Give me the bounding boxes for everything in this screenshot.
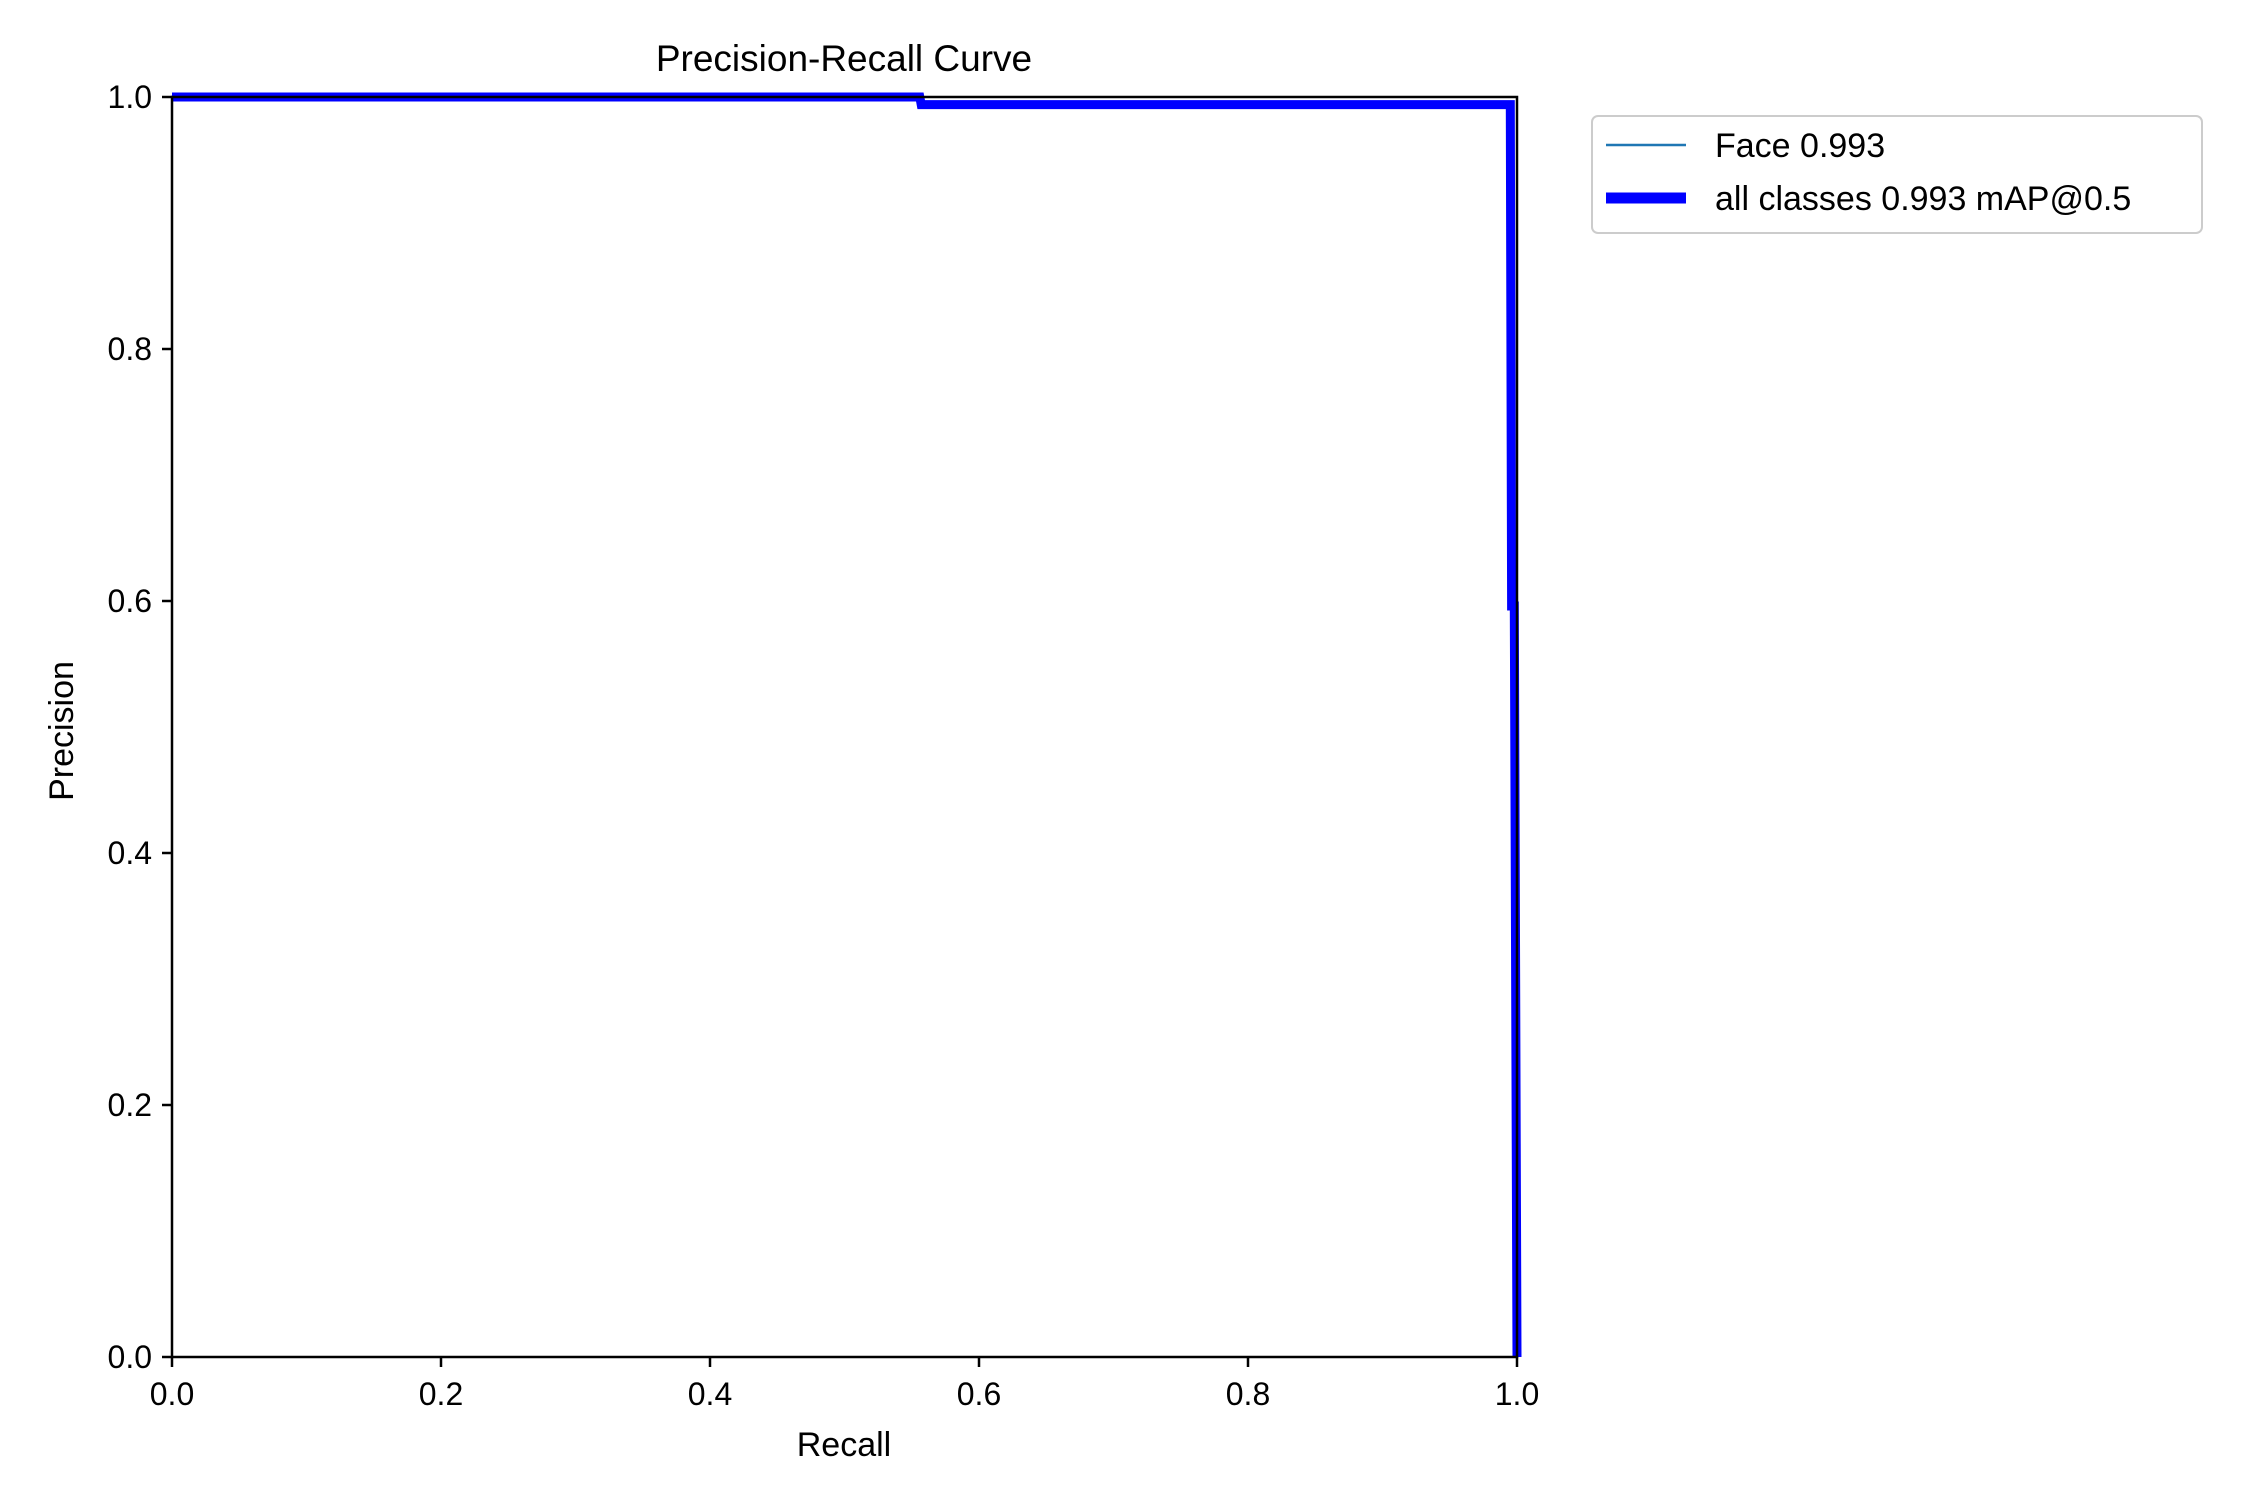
y-axis-ticks: 0.0 0.2 0.4 0.6 0.8 1.0 (108, 79, 172, 1375)
x-tick-label: 0.2 (419, 1376, 463, 1412)
y-tick-label: 0.8 (108, 331, 152, 367)
y-axis-title: Precision (43, 661, 81, 801)
x-tick-label: 1.0 (1495, 1376, 1539, 1412)
chart-title: Precision-Recall Curve (656, 38, 1032, 79)
y-tick-label: 0.4 (108, 835, 152, 871)
y-tick-label: 0.0 (108, 1339, 152, 1375)
legend-label-all-classes: all classes 0.993 mAP@0.5 (1715, 180, 2131, 218)
legend-label-face: Face 0.993 (1715, 127, 1885, 165)
y-tick-label: 0.2 (108, 1087, 152, 1123)
legend-box (1591, 115, 2203, 234)
plot-frame (170, 95, 1519, 1359)
x-axis-ticks: 0.0 0.2 0.4 0.6 0.8 1.0 (150, 1357, 1539, 1412)
x-tick-label: 0.6 (957, 1376, 1001, 1412)
x-axis-title: Recall (797, 1426, 891, 1464)
y-tick-label: 0.6 (108, 583, 152, 619)
y-tick-label: 1.0 (108, 79, 152, 115)
x-tick-label: 0.0 (150, 1376, 194, 1412)
x-tick-label: 0.4 (688, 1376, 732, 1412)
x-tick-label: 0.8 (1226, 1376, 1270, 1412)
legend: Face 0.993 all classes 0.993 mAP@0.5 (1591, 115, 2203, 234)
